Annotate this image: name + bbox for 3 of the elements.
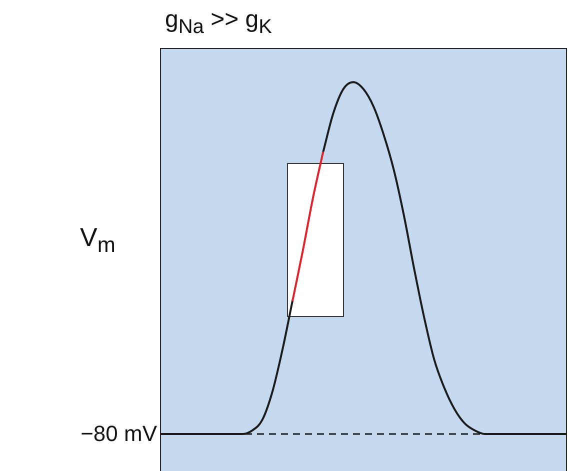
ref-line-label: −80 mV — [80, 421, 157, 448]
chart-title: g$_{Na}$ >> g$_{K}$ — [165, 6, 272, 39]
y-axis-title: V$_{m}$ — [80, 222, 116, 258]
